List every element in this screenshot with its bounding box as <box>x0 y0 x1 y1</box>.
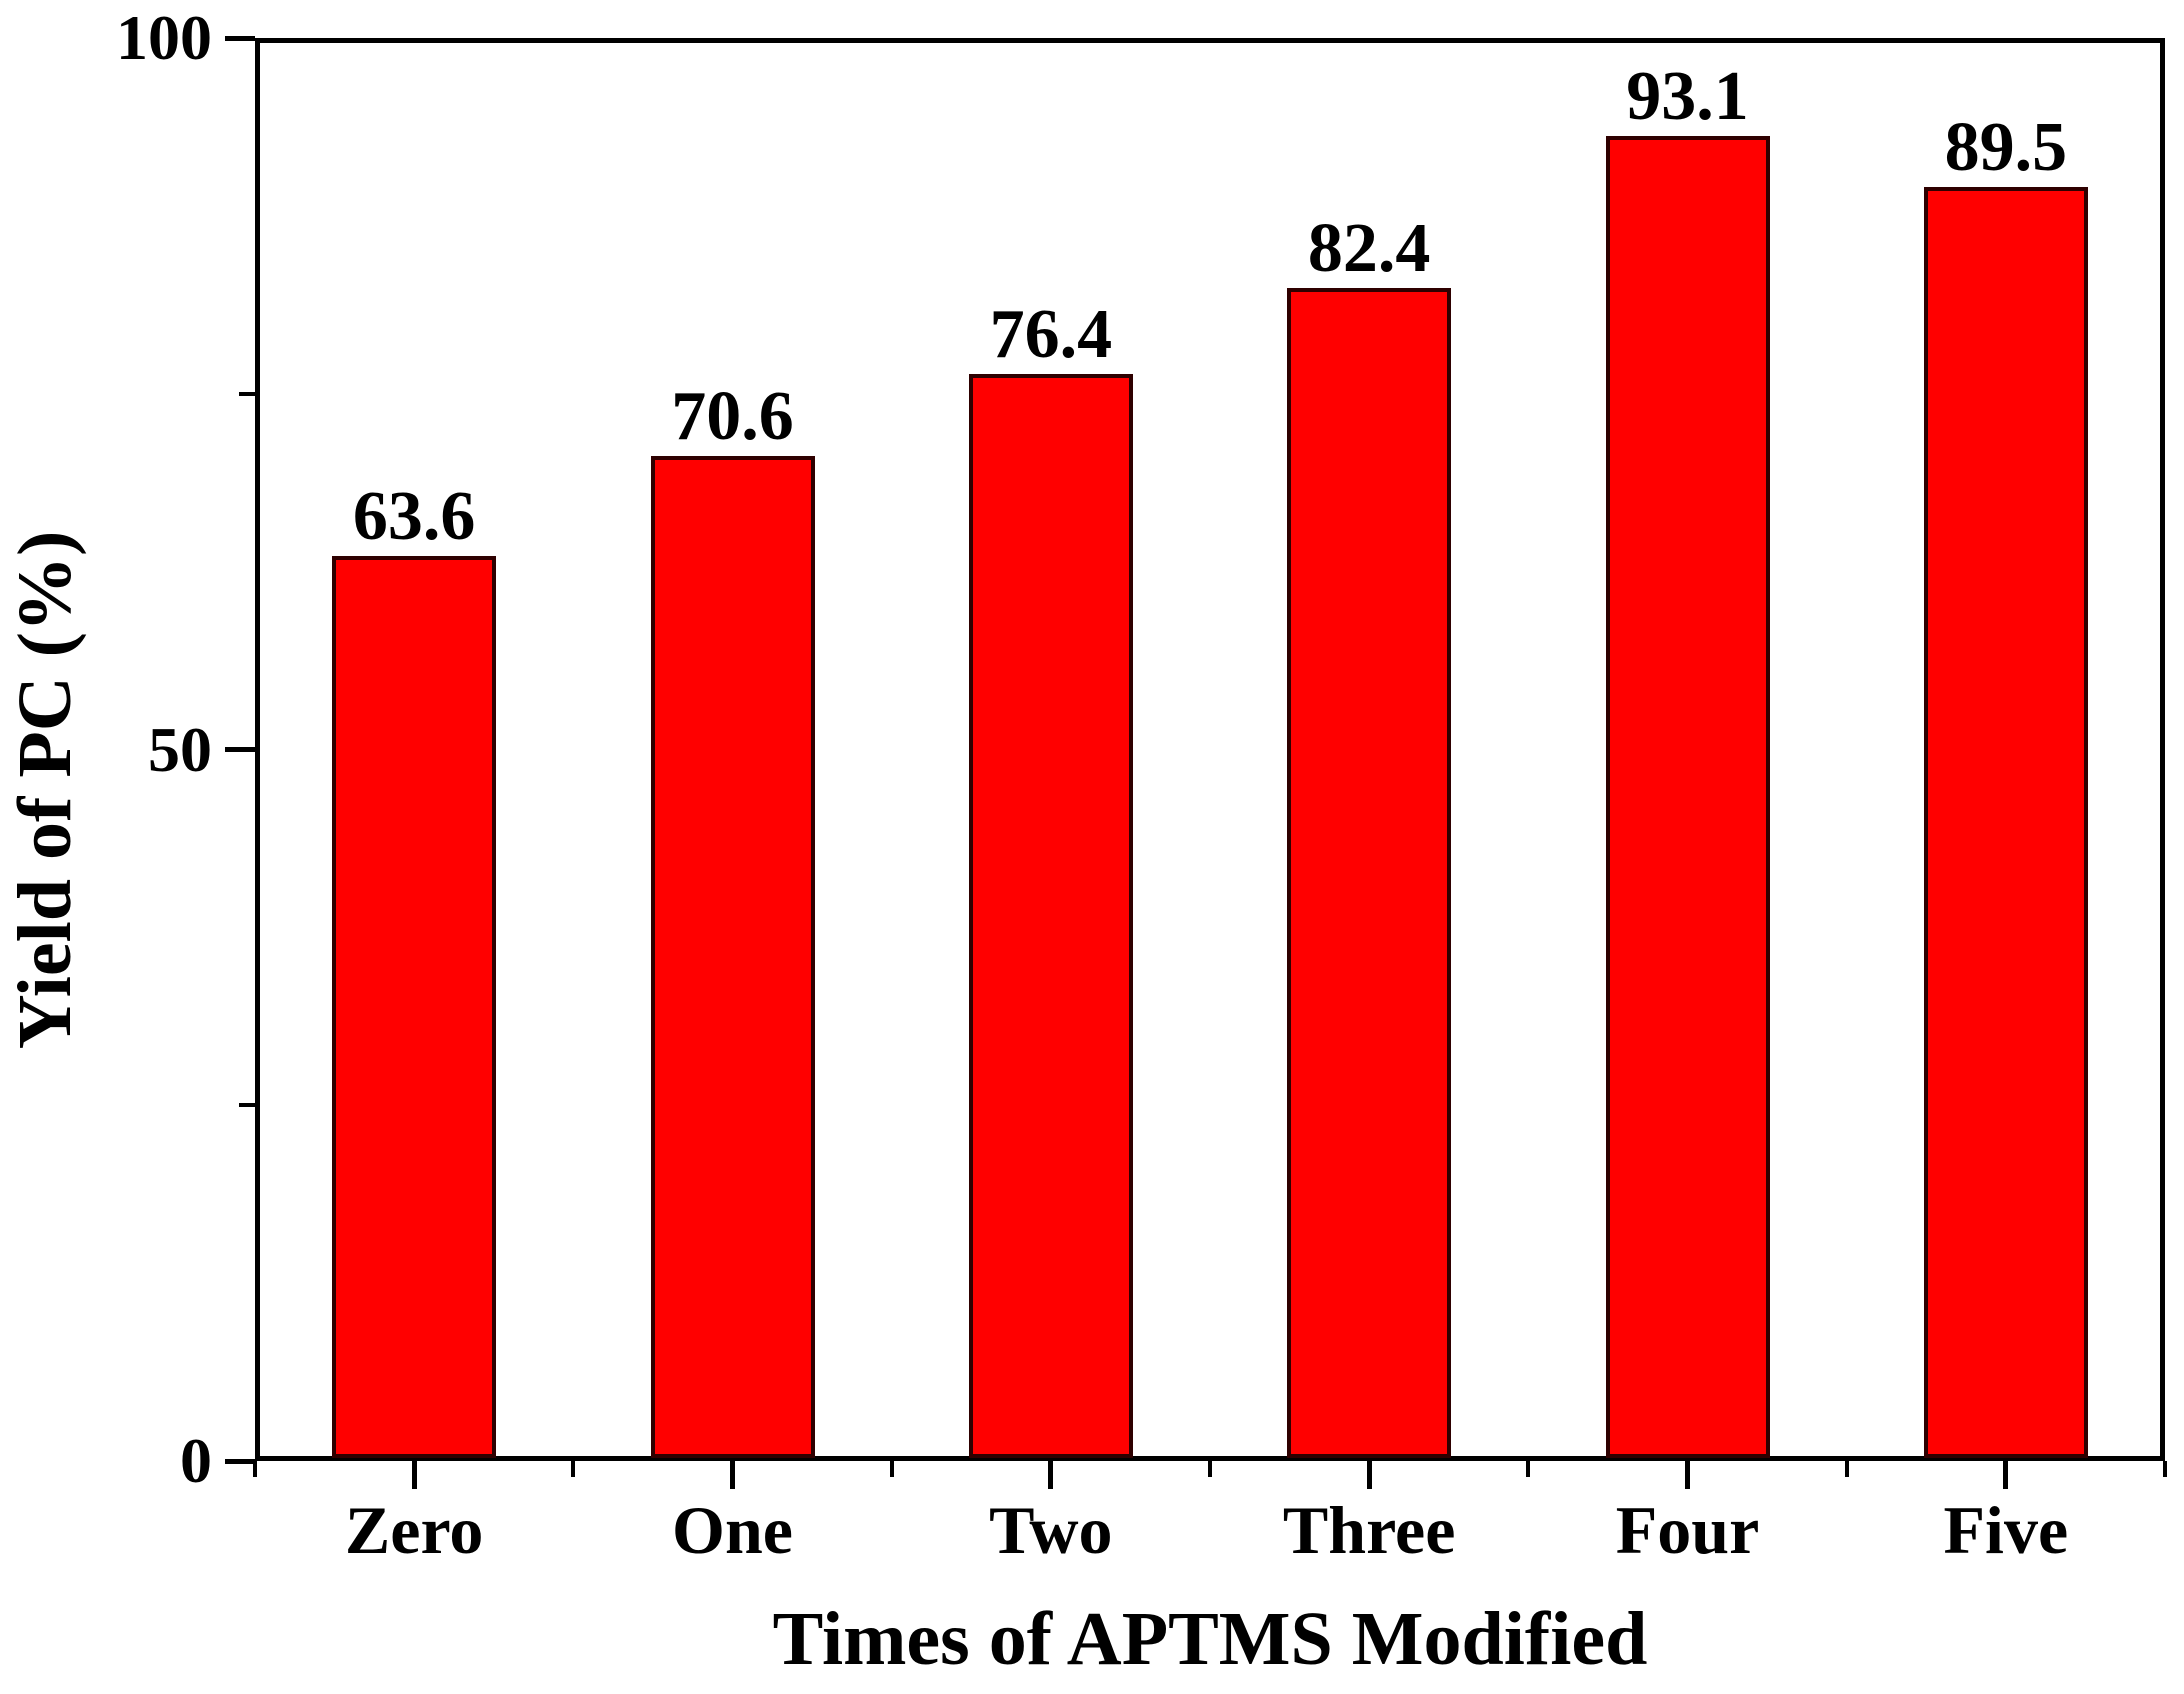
x-major-tick <box>1048 1461 1054 1489</box>
x-minor-tick <box>1208 1461 1212 1477</box>
x-category-label: Two <box>989 1492 1113 1568</box>
x-category-label: One <box>672 1492 793 1568</box>
x-category-label: Four <box>1615 1492 1760 1568</box>
bar <box>1923 187 2088 1458</box>
y-tick-label: 0 <box>180 1425 212 1496</box>
bar-value-label: 70.6 <box>671 378 794 456</box>
bar <box>1605 136 1770 1458</box>
x-minor-tick <box>1526 1461 1531 1477</box>
y-major-tick <box>225 1458 255 1464</box>
y-major-tick <box>225 35 255 41</box>
bar-value-label: 82.4 <box>1307 210 1431 288</box>
bar-value-label: 76.4 <box>989 295 1113 373</box>
x-major-tick <box>411 1461 417 1489</box>
bar-value-label: 93.1 <box>1626 58 1749 136</box>
x-minor-tick <box>1844 1461 1849 1477</box>
x-major-tick <box>1685 1461 1690 1489</box>
x-minor-tick <box>2163 1461 2167 1477</box>
y-minor-tick <box>239 1103 255 1108</box>
x-category-label: Zero <box>344 1492 484 1568</box>
bar <box>650 456 815 1458</box>
x-major-tick <box>1366 1461 1372 1489</box>
y-axis-title: Yield of PC (%) <box>3 530 87 1050</box>
bar <box>968 373 1133 1458</box>
x-category-label: Three <box>1282 1492 1456 1568</box>
y-tick-label: 50 <box>148 713 212 785</box>
x-minor-tick <box>571 1461 576 1477</box>
x-major-tick <box>2003 1461 2009 1489</box>
plot-area <box>255 38 2165 1461</box>
bar <box>332 555 497 1458</box>
x-category-label: Five <box>1943 1492 2069 1568</box>
x-minor-tick <box>889 1461 894 1477</box>
bar <box>1287 288 1452 1458</box>
x-minor-tick <box>253 1461 257 1477</box>
x-major-tick <box>730 1461 735 1489</box>
y-minor-tick <box>239 391 255 396</box>
bar-value-label: 63.6 <box>352 477 476 555</box>
x-axis-title: Times of APTMS Modified <box>772 1597 1648 1681</box>
y-tick-label: 100 <box>116 2 212 73</box>
y-major-tick <box>225 747 255 752</box>
bar-value-label: 89.5 <box>1944 109 2068 187</box>
